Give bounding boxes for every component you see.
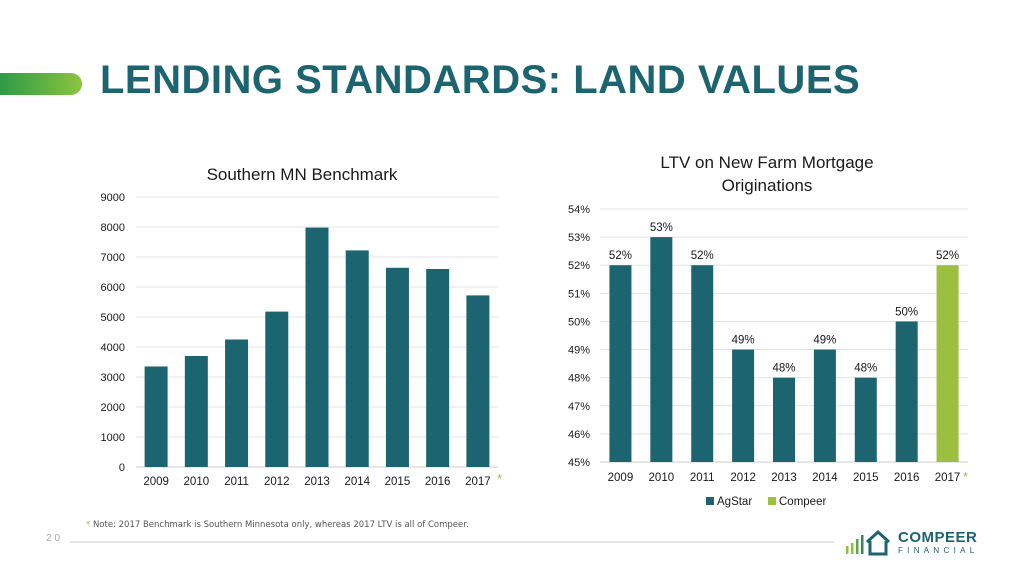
chart1-x-tick-label: 2017 (465, 476, 491, 488)
logo-name: COMPEER (898, 529, 978, 546)
chart2-data-label: 49% (813, 335, 836, 347)
legend-label-agstar: AgStar (717, 496, 752, 508)
chart2-x-tick-label: 2009 (608, 472, 634, 484)
chart1-bar (385, 267, 409, 467)
chart1-y-tick-label: 4000 (101, 342, 125, 354)
chart2-data-label: 49% (732, 335, 755, 347)
chart1-x-tick-label: 2013 (304, 476, 330, 488)
chart2-bar-agstar (813, 349, 836, 462)
chart2-title-line2: Originations (722, 176, 813, 195)
chart2-x-tick-label: 2016 (894, 472, 920, 484)
chart2-bar-agstar (650, 237, 673, 462)
footnote-text: Note: 2017 Benchmark is Southern Minneso… (92, 520, 469, 530)
compeer-logo-icon (846, 529, 891, 556)
chart1-bar (345, 250, 369, 467)
chart2-y-tick-label: 51% (568, 288, 590, 300)
chart2-y-tick-label: 48% (568, 373, 590, 385)
title-accent-bar (0, 73, 82, 95)
chart1-bar (225, 339, 249, 467)
footnote-star: * (86, 520, 91, 530)
page-number: 20 (46, 533, 64, 544)
chart2-x-tick-label: 2011 (690, 472, 715, 484)
chart1-y-tick-label: 5000 (101, 312, 125, 324)
chart2-y-tick-label: 47% (568, 401, 590, 413)
chart1-x-tick-label: 2015 (385, 476, 411, 488)
chart1-bar (184, 356, 208, 467)
chart1-x-tick-label: 2012 (264, 476, 290, 488)
chart2-x-tick-label: 2017 (935, 472, 961, 484)
chart1-y-tick-label: 3000 (101, 372, 125, 384)
page-title: LENDING STANDARDS: LAND VALUES (100, 58, 861, 102)
legend-label-compeer: Compeer (779, 496, 826, 508)
chart1-bar (305, 227, 329, 467)
chart1-x-tick-label: 2010 (184, 476, 210, 488)
chart2-y-tick-label: 52% (568, 260, 590, 272)
chart1-y-tick-label: 0 (119, 462, 125, 474)
chart2-data-label: 52% (691, 250, 714, 262)
chart2-y-tick-label: 45% (568, 457, 590, 469)
chart2-bar-agstar (773, 377, 795, 462)
chart1-title: Southern MN Benchmark (207, 165, 398, 184)
chart2-data-label: 48% (854, 363, 877, 375)
chart1-bar (265, 311, 289, 467)
chart2-bar-agstar (691, 265, 714, 462)
compeer-logo: COMPEER FINANCIAL (843, 528, 983, 556)
chart2-y-tick-label: 50% (568, 316, 590, 328)
chart1-asterisk: * (497, 471, 502, 486)
legend-swatch-agstar (706, 497, 714, 505)
chart2-y-tick-label: 49% (568, 345, 590, 357)
chart1-bar (144, 366, 168, 467)
chart2-data-label: 50% (895, 306, 918, 318)
chart2-bar-compeer (936, 265, 959, 462)
chart2-x-tick-label: 2015 (853, 472, 879, 484)
chart1-x-tick-label: 2014 (344, 476, 370, 488)
chart1-x-tick-label: 2009 (143, 476, 169, 488)
chart2-data-label: 48% (772, 363, 795, 375)
chart2-y-tick-label: 46% (568, 429, 590, 441)
chart1-y-tick-label: 7000 (101, 252, 125, 264)
chart1-y-tick-label: 1000 (101, 432, 125, 444)
chart1-x-tick-label: 2016 (425, 476, 451, 488)
footnote: * Note: 2017 Benchmark is Southern Minne… (86, 520, 469, 530)
chart1-bar (426, 269, 450, 467)
chart2-data-label: 53% (650, 222, 673, 234)
chart1-y-tick-label: 6000 (101, 282, 125, 294)
chart1-y-tick-label: 2000 (101, 402, 125, 414)
chart1-x-tick-label: 2011 (224, 476, 249, 488)
chart2-data-label: 52% (936, 250, 959, 262)
chart2-bar-agstar (854, 377, 877, 462)
chart2-asterisk: * (963, 469, 968, 484)
chart1-bar (466, 295, 490, 467)
chart1-y-tick-label: 9000 (101, 192, 125, 204)
chart2-y-tick-label: 53% (568, 232, 590, 244)
legend-swatch-compeer (768, 497, 776, 505)
chart2-data-label: 52% (609, 250, 632, 262)
logo-subtitle: FINANCIAL (898, 546, 979, 555)
chart2-title-line1: LTV on New Farm Mortgage (660, 153, 873, 172)
chart2-x-tick-label: 2010 (649, 472, 675, 484)
chart2-x-tick-label: 2014 (812, 472, 838, 484)
chart2-y-tick-label: 54% (568, 204, 590, 216)
chart1-y-tick-label: 8000 (101, 222, 125, 234)
chart2-x-tick-label: 2013 (771, 472, 797, 484)
chart2-bar-agstar (609, 265, 632, 462)
chart2-bar-agstar (732, 349, 755, 462)
chart2-bar-agstar (895, 321, 918, 462)
footer-divider (70, 541, 834, 543)
chart2-x-tick-label: 2012 (730, 472, 756, 484)
